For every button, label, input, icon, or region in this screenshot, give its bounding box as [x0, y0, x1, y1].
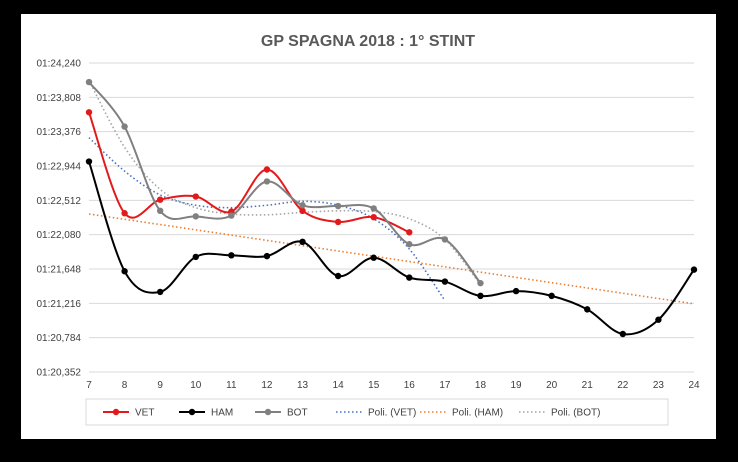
data-point: [334, 218, 342, 226]
legend-marker: [112, 408, 120, 416]
data-point: [85, 109, 93, 116]
data-point: [228, 212, 235, 219]
data-point: [156, 196, 164, 203]
data-point: [121, 268, 128, 275]
data-point: [655, 316, 662, 323]
data-point: [477, 279, 484, 287]
data-point: [192, 213, 199, 220]
y-tick-label: 01:22,080: [37, 230, 82, 241]
data-point: [85, 158, 93, 165]
data-point: [263, 166, 271, 173]
data-point: [406, 229, 413, 236]
data-point: [406, 241, 413, 248]
y-tick-label: 01:21,648: [37, 265, 82, 276]
data-point: [690, 266, 698, 273]
series-line: [88, 161, 695, 336]
y-axis-ticks: 01:24,240 01:23,808 01:23,376 01:22,944 01:2…: [37, 59, 82, 379]
x-tick-label: 18: [475, 380, 487, 391]
legend-label: BOT: [287, 408, 308, 419]
chart-panel: GP SPAGNA 2018 : 1° STINT 01:24,240 01:23…: [21, 14, 716, 439]
x-axis-ticks: 7 8 9 10 11 12 13 14 15 16 17 18 19 20 21 22 23 24: [86, 380, 700, 391]
x-tick-label: 13: [297, 380, 309, 391]
legend-label: HAM: [211, 408, 233, 419]
data-point: [619, 330, 627, 338]
x-tick-label: 9: [157, 380, 163, 391]
data-point: [512, 287, 520, 295]
x-tick-label: 7: [86, 380, 92, 391]
y-tick-label: 01:21,216: [37, 299, 82, 310]
legend-label: VET: [135, 408, 154, 419]
legend-label: Poli. (VET): [368, 408, 416, 419]
data-point: [156, 288, 164, 296]
data-point: [548, 292, 555, 300]
data-point: [441, 236, 449, 243]
y-tick-label: 01:22,944: [37, 162, 82, 173]
x-tick-label: 21: [582, 380, 594, 391]
legend-label: Poli. (BOT): [551, 408, 600, 419]
x-tick-label: 8: [122, 380, 128, 391]
y-tick-label: 01:20,352: [37, 368, 82, 379]
legend-marker: [188, 408, 196, 416]
x-tick-label: 19: [510, 380, 522, 391]
data-point: [299, 207, 306, 215]
y-tick-label: 01:23,376: [37, 127, 82, 138]
legend-marker: [264, 408, 272, 416]
data-point: [121, 123, 128, 130]
data-point: [228, 252, 235, 259]
legend-label: Poli. (HAM): [452, 408, 503, 419]
y-tick-label: 01:22,512: [37, 196, 82, 207]
series-line: [88, 81, 482, 284]
trendlines: [88, 80, 695, 305]
data-point: [370, 205, 377, 212]
data-point: [192, 193, 199, 200]
data-point: [263, 252, 271, 260]
data-point: [85, 78, 93, 86]
data-point: [334, 202, 342, 210]
x-tick-label: 11: [226, 380, 237, 391]
y-tick-label: 01:20,784: [37, 333, 82, 344]
data-point: [406, 274, 413, 281]
x-tick-label: 10: [190, 380, 202, 391]
data-point: [263, 178, 271, 185]
grid: [89, 62, 694, 373]
data-point: [192, 253, 199, 261]
data-point: [584, 306, 591, 313]
x-tick-label: 16: [404, 380, 416, 391]
data-point: [370, 213, 377, 221]
series-group: [85, 78, 698, 338]
x-tick-label: 23: [653, 380, 665, 391]
legend-box: [85, 398, 669, 426]
x-tick-label: 12: [261, 380, 273, 391]
line-chart: GP SPAGNA 2018 : 1° STINT 01:24,240 01:23…: [37, 33, 700, 426]
x-tick-label: 14: [333, 380, 345, 391]
y-tick-label: 01:24,240: [37, 59, 82, 70]
data-point: [441, 278, 449, 285]
trendline: [88, 137, 446, 302]
legend: VET HAM BOT Poli. (VET) Poli. (HAM) Poli. (BO…: [103, 408, 600, 419]
x-tick-label: 17: [439, 380, 451, 391]
data-point: [477, 292, 484, 300]
x-tick-label: 20: [546, 380, 558, 391]
chart-title: GP SPAGNA 2018 : 1° STINT: [261, 33, 475, 50]
data-point: [370, 254, 377, 261]
trendline: [88, 80, 482, 286]
x-tick-label: 22: [617, 380, 629, 391]
data-point: [334, 272, 342, 280]
data-point: [121, 210, 128, 217]
data-point: [156, 207, 164, 215]
data-point: [299, 238, 306, 246]
series-line: [88, 111, 410, 234]
x-tick-label: 15: [368, 380, 380, 391]
data-point: [299, 202, 306, 209]
y-tick-label: 01:23,808: [37, 93, 82, 104]
x-tick-label: 24: [688, 380, 700, 391]
